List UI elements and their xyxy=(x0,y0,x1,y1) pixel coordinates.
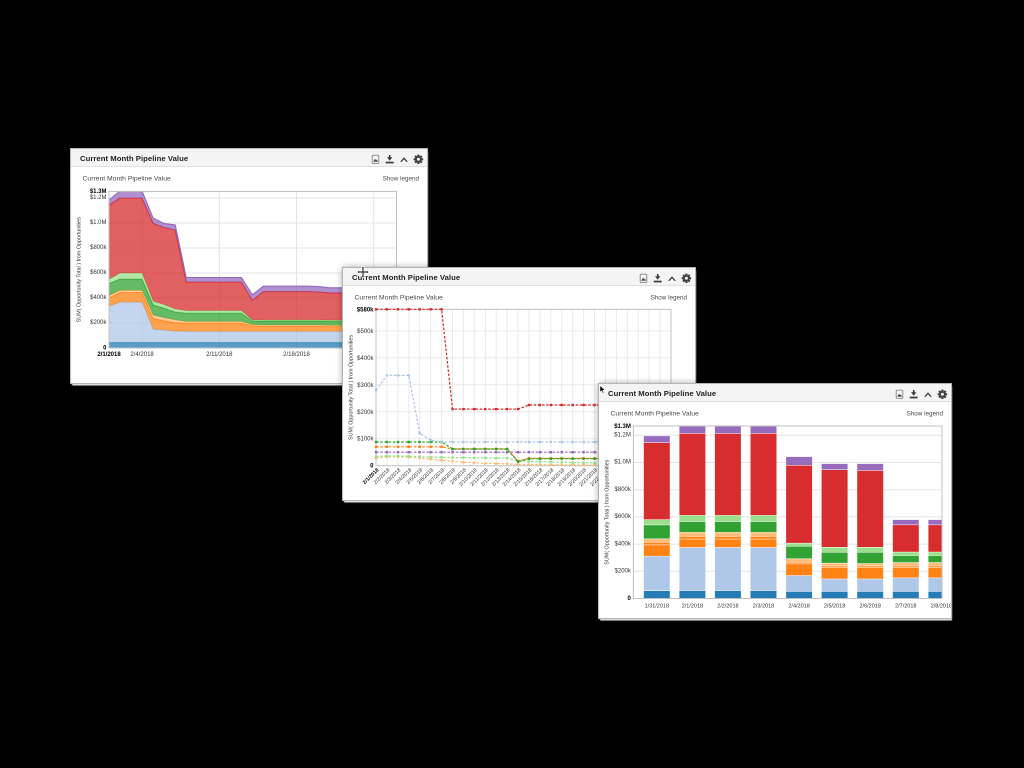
svg-text:SUM( Opportunity Total ) from: SUM( Opportunity Total ) from Opportunit… xyxy=(77,217,83,322)
svg-text:$600k: $600k xyxy=(90,270,107,276)
svg-text:$1.0M: $1.0M xyxy=(614,460,631,466)
svg-text:0: 0 xyxy=(370,464,374,470)
svg-text:0: 0 xyxy=(628,596,632,602)
svg-text:2/11/2018: 2/11/2018 xyxy=(206,352,233,358)
svg-text:2/6/2018: 2/6/2018 xyxy=(859,604,880,610)
svg-text:2/2/2018: 2/2/2018 xyxy=(717,604,738,610)
svg-text:2/8/2018: 2/8/2018 xyxy=(931,604,951,610)
svg-text:$1.2M: $1.2M xyxy=(90,195,107,201)
svg-text:Current Month Pipeline Value: Current Month Pipeline Value xyxy=(352,273,461,282)
svg-text:1/31/2018: 1/31/2018 xyxy=(645,604,669,610)
svg-text:$1.0M: $1.0M xyxy=(90,220,107,226)
svg-text:$500k: $500k xyxy=(357,329,374,335)
svg-text:2/1/2018: 2/1/2018 xyxy=(97,352,121,358)
svg-text:$200k: $200k xyxy=(90,320,107,326)
svg-text:$580k: $580k xyxy=(357,307,374,313)
svg-text:SUM( Opportunity Total ) from: SUM( Opportunity Total ) from Opportunit… xyxy=(605,459,611,564)
svg-text:$400k: $400k xyxy=(90,295,107,301)
svg-text:Show legend: Show legend xyxy=(907,411,944,418)
svg-text:$200k: $200k xyxy=(615,569,632,575)
svg-text:$400k: $400k xyxy=(615,541,632,547)
svg-text:$200k: $200k xyxy=(357,410,374,416)
svg-text:Show legend: Show legend xyxy=(383,176,420,183)
svg-text:Current Month Pipeline Value: Current Month Pipeline Value xyxy=(608,389,717,398)
svg-text:$100k: $100k xyxy=(357,437,374,443)
svg-text:Current Month Pipeline Value: Current Month Pipeline Value xyxy=(355,295,444,302)
svg-text:Current Month Pipeline Value: Current Month Pipeline Value xyxy=(80,154,189,163)
svg-text:2/1/2018: 2/1/2018 xyxy=(682,604,703,610)
svg-text:2/18/2018: 2/18/2018 xyxy=(283,352,310,358)
svg-text:2/7/2018: 2/7/2018 xyxy=(895,604,916,610)
svg-text:2/5/2018: 2/5/2018 xyxy=(824,604,845,610)
svg-text:2/4/2018: 2/4/2018 xyxy=(130,352,154,358)
svg-text:$600k: $600k xyxy=(615,514,632,520)
svg-text:$300k: $300k xyxy=(357,383,374,389)
svg-text:$400k: $400k xyxy=(357,356,374,362)
svg-text:Show legend: Show legend xyxy=(651,295,688,302)
svg-text:Current Month Pipeline Value: Current Month Pipeline Value xyxy=(83,176,172,183)
svg-text:$1.2M: $1.2M xyxy=(614,433,631,439)
svg-text:0: 0 xyxy=(103,345,107,351)
svg-text:Current Month Pipeline Value: Current Month Pipeline Value xyxy=(611,411,700,418)
svg-text:SUM( Opportunity Total ) from: SUM( Opportunity Total ) from Opportunit… xyxy=(349,335,355,440)
svg-text:$1.3M: $1.3M xyxy=(90,189,107,195)
svg-text:$1.3M: $1.3M xyxy=(614,424,631,430)
svg-text:$800k: $800k xyxy=(90,245,107,251)
svg-text:2/4/2018: 2/4/2018 xyxy=(788,604,809,610)
svg-text:$800k: $800k xyxy=(615,487,632,493)
svg-text:2/3/2018: 2/3/2018 xyxy=(753,604,774,610)
